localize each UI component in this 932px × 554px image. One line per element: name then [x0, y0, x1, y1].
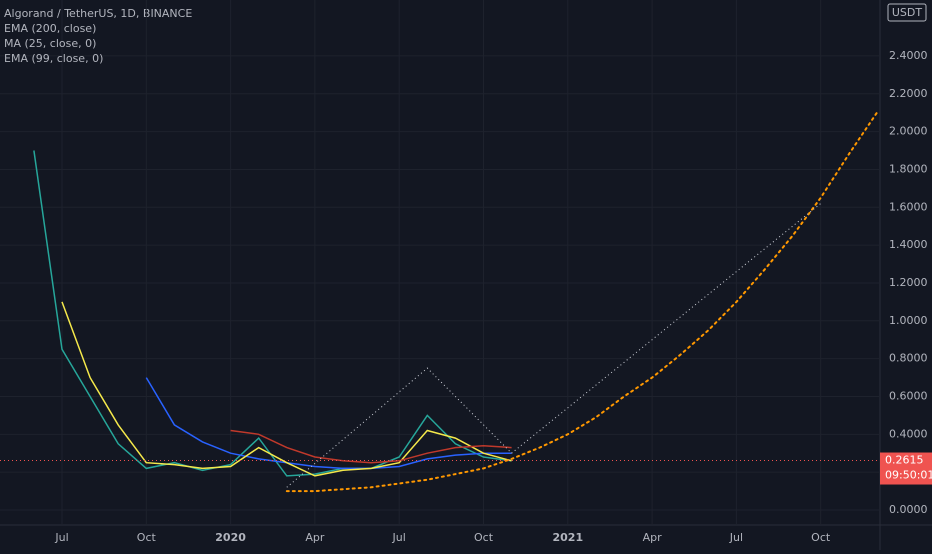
x-tick-label: Jul — [54, 531, 68, 544]
y-tick-label: 2.0000 — [889, 125, 928, 138]
indicator-line — [230, 429, 512, 464]
y-tick-label: 0.6000 — [889, 389, 928, 402]
x-tick-label: Apr — [305, 531, 325, 544]
legend-entry: MA (25, close, 0) — [4, 37, 96, 50]
y-tick-label: 1.2000 — [889, 276, 928, 289]
projection-curve — [285, 111, 878, 493]
y-tick-label: 2.2000 — [889, 87, 928, 100]
countdown-label: 09:50:01 — [885, 469, 932, 482]
indicator-line — [145, 377, 512, 470]
x-tick-label: Jul — [729, 531, 743, 544]
price-line — [33, 150, 512, 477]
y-tick-label: 1.8000 — [889, 162, 928, 175]
y-tick-label: 0.4000 — [889, 427, 928, 440]
indicator-line — [61, 301, 512, 477]
y-tick-label: 1.4000 — [889, 238, 928, 251]
chart-title: Algorand / TetherUS, 1D, BINANCE — [4, 7, 192, 20]
y-tick-label: 1.6000 — [889, 200, 928, 213]
y-tick-label: 0.8000 — [889, 352, 928, 365]
currency-box[interactable] — [887, 3, 927, 22]
x-tick-label: Oct — [811, 531, 831, 544]
legend-entry: EMA (200, close) — [4, 22, 96, 35]
x-tick-label: Jul — [392, 531, 406, 544]
y-tick-label: 2.4000 — [889, 49, 928, 62]
y-tick-label: 1.0000 — [889, 314, 928, 327]
x-tick-label: Apr — [643, 531, 663, 544]
y-tick-label: 0.0000 — [889, 503, 928, 516]
trend-line — [286, 367, 512, 488]
x-tick-label: 2020 — [215, 531, 246, 544]
x-tick-label: Oct — [474, 531, 494, 544]
last-price-label: 0.2615 — [885, 454, 924, 467]
x-tick-label: Oct — [137, 531, 157, 544]
currency-label: USDT — [892, 6, 923, 19]
legend-entry: EMA (99, close, 0) — [4, 52, 103, 65]
x-tick-label: 2021 — [552, 531, 583, 544]
last-price-box — [880, 452, 932, 485]
